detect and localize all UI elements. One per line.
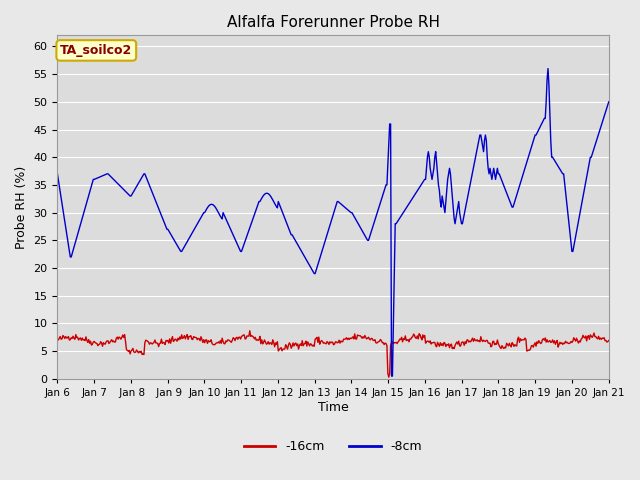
-16cm — [380, 340, 387, 346]
-8cm — [388, 373, 396, 379]
-8cm — [422, 166, 430, 171]
-16cm — [605, 337, 612, 343]
X-axis label: Time: Time — [317, 401, 348, 414]
Title: Alfalfa Forerunner Probe RH: Alfalfa Forerunner Probe RH — [227, 15, 440, 30]
Legend: -16cm, -8cm: -16cm, -8cm — [239, 435, 428, 458]
-8cm — [378, 194, 386, 200]
-16cm — [246, 328, 253, 334]
-16cm — [304, 339, 312, 345]
-16cm — [385, 374, 392, 380]
-16cm — [54, 336, 61, 342]
-8cm — [195, 218, 203, 224]
-8cm — [303, 258, 310, 264]
Line: -8cm: -8cm — [58, 69, 609, 376]
-16cm — [151, 337, 159, 343]
Line: -16cm: -16cm — [58, 331, 609, 377]
Y-axis label: Probe RH (%): Probe RH (%) — [15, 166, 28, 249]
-16cm — [195, 336, 203, 342]
-8cm — [470, 165, 477, 170]
-16cm — [470, 336, 478, 342]
-16cm — [424, 338, 431, 344]
-8cm — [605, 99, 612, 105]
-8cm — [544, 66, 552, 72]
-8cm — [54, 171, 61, 177]
Text: TA_soilco2: TA_soilco2 — [60, 44, 132, 57]
-8cm — [151, 196, 159, 202]
